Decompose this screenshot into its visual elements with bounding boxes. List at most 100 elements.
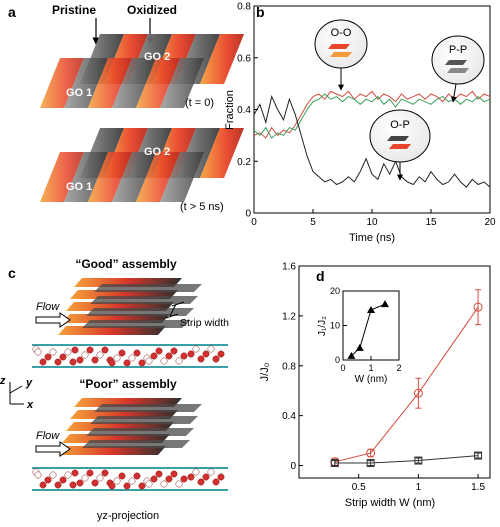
water-molecule [145, 357, 153, 365]
water-molecule [91, 479, 99, 487]
bubble-pp: P-P [431, 35, 485, 103]
water-molecule [202, 350, 210, 358]
go1-strip [136, 152, 180, 202]
x-tick-label: 10 [366, 217, 378, 228]
go2-strip [200, 128, 244, 178]
series-line-p-p [253, 93, 491, 139]
series-line-o-o [253, 90, 491, 139]
inset-xlabel: W (nm) [355, 374, 388, 385]
series-line-squares [334, 455, 479, 464]
y-tick-label: 0.6 [237, 53, 251, 64]
water-molecule [108, 482, 116, 490]
strip-width-tick-1 [171, 301, 185, 307]
assembly-strip-under [82, 440, 190, 448]
water-molecule [180, 352, 188, 360]
water-molecule [113, 354, 121, 362]
plot-b-series [253, 90, 491, 188]
sheet-label-go2-bottom: GO 2 [144, 146, 170, 158]
panel-a-letter: a [8, 4, 16, 20]
y-tick-label: 0 [335, 355, 340, 365]
label-pristine: Pristine [52, 3, 96, 17]
y-tick-label: 1.6 [282, 262, 296, 273]
water-molecule [187, 473, 195, 481]
label-oxidized: Oxidized [127, 3, 177, 17]
water-molecule [39, 358, 47, 366]
water-molecule [145, 480, 153, 488]
water-molecule [39, 481, 47, 489]
water-molecule [207, 468, 215, 476]
y-tick-label: 20 [330, 286, 340, 296]
water-molecule [192, 345, 200, 353]
water-molecule [123, 482, 131, 490]
data-point-square [474, 451, 483, 460]
assembly-strip-under [90, 416, 198, 424]
data-point-square [414, 456, 423, 465]
water-molecule [96, 474, 104, 482]
panel-b: b 0 5 10 15 20 0 0.2 0.4 0.6 0.8 Time (ns) Fracti… [224, 2, 496, 245]
water-molecule [44, 476, 52, 484]
water-molecule [86, 469, 94, 477]
water-molecule [101, 469, 109, 477]
x-tick-label: 5 [310, 217, 316, 228]
bubble-op: O-P [369, 109, 431, 181]
go1-strip [112, 152, 156, 202]
molecular-view-bottom [32, 467, 228, 491]
y-tick-label: 10 [330, 321, 340, 331]
y-tick-label: 0 [290, 461, 296, 472]
time-label-top: (t = 0) [185, 97, 214, 109]
y-tick-label: 1.2 [282, 311, 296, 322]
inset-ylabel: J₁/J₂ [317, 316, 328, 336]
water-molecule [138, 359, 146, 367]
plot-b-ticks: 0 5 10 15 20 0 0.2 0.4 0.6 0.8 [237, 2, 496, 229]
panel-d: d 0.5 1 1.5 0 0.4 0.8 1.2 1.6 Strip width W (nm… [259, 262, 491, 509]
good-assembly-title: “Good” assembly [75, 257, 177, 271]
yz-projection-label: yz-projection [97, 510, 159, 522]
water-molecule [91, 356, 99, 364]
water-molecule [71, 346, 79, 354]
assembly-strip-under [86, 308, 194, 316]
water-molecule [71, 469, 79, 477]
data-point-circle [413, 388, 423, 398]
water-molecule [155, 347, 163, 355]
sheet-label-go2-top: GO 2 [144, 51, 170, 63]
water-molecule [160, 357, 168, 365]
y-tick-label: 0 [245, 209, 251, 220]
data-point-circle [473, 302, 483, 312]
molecular-view-top [32, 344, 228, 368]
water-molecule [118, 472, 126, 480]
y-tick-label: 0.4 [282, 411, 296, 422]
water-molecule [155, 470, 163, 478]
go1-strip [160, 152, 204, 202]
water-molecule [86, 346, 94, 354]
sheet-label-go1-top: GO 1 [66, 87, 92, 99]
poor-assembly-strips [58, 398, 202, 455]
x-tick-label: 20 [484, 217, 496, 228]
water-molecule [44, 353, 52, 361]
panel-a: a Pristine Oxidized GO 2 GO 1 (t = 0) GO… [8, 3, 244, 213]
water-molecule [175, 357, 183, 365]
flow-label-top: Flow [36, 301, 60, 313]
strip-width-label: Strip width [180, 317, 229, 329]
water-molecule [133, 472, 141, 480]
good-assembly-strips [58, 278, 202, 335]
water-molecule [212, 478, 220, 486]
go1-strip [64, 152, 108, 202]
water-molecule [150, 475, 158, 483]
water-molecule [64, 348, 72, 356]
water-molecule [138, 482, 146, 490]
water-molecule [34, 348, 42, 356]
plot-b-ylabel: Fraction [224, 90, 236, 130]
water-molecule [160, 480, 168, 488]
water-molecule [187, 350, 195, 358]
water-molecule [197, 355, 205, 363]
water-molecule [69, 481, 77, 489]
go1-strip [88, 152, 132, 202]
water-molecule [170, 470, 178, 478]
water-molecule [54, 481, 62, 489]
water-molecule [180, 475, 188, 483]
assembly-strip-under [90, 296, 198, 304]
poor-assembly-title: “Poor” assembly [79, 377, 177, 391]
bubble-oo: O-O [314, 19, 368, 91]
water-molecule [150, 352, 158, 360]
